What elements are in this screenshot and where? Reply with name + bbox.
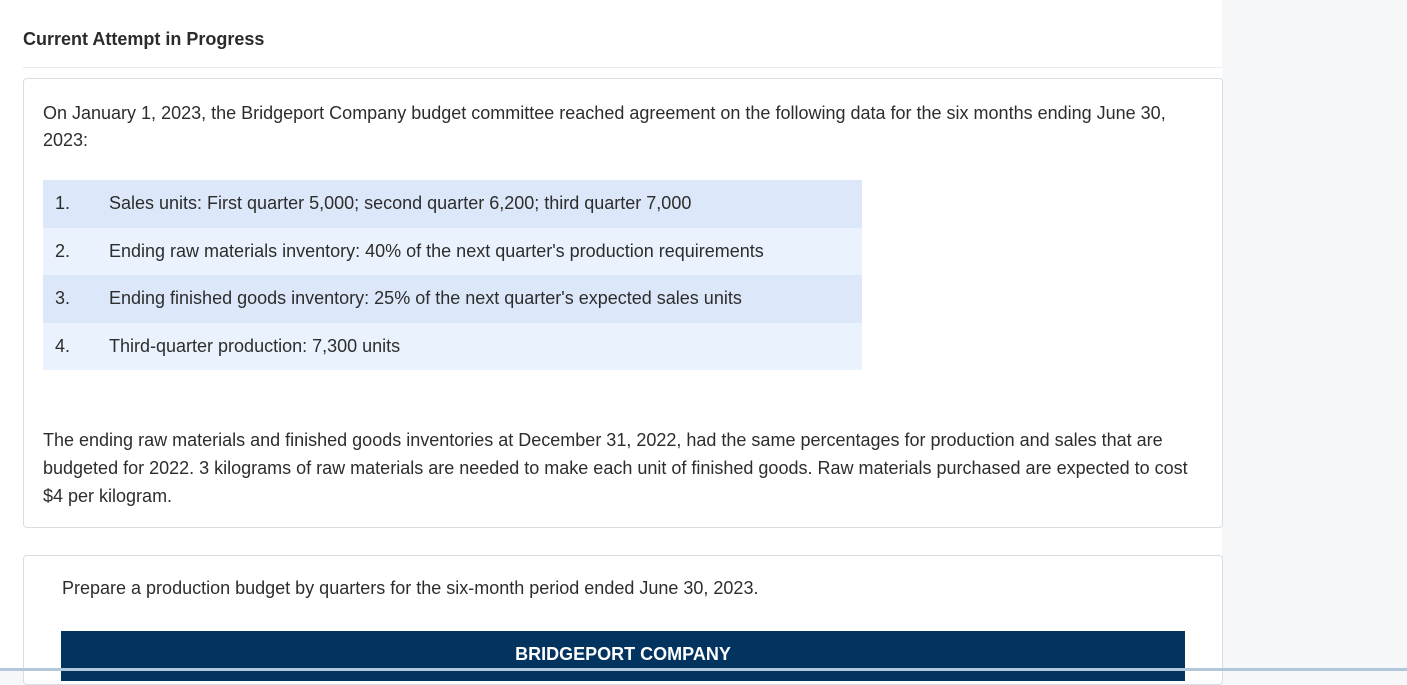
- question-card: On January 1, 2023, the Bridgeport Compa…: [23, 78, 1223, 528]
- question-intro: On January 1, 2023, the Bridgeport Compa…: [43, 103, 1166, 150]
- list-item-text: Ending raw materials inventory: 40% of t…: [109, 240, 764, 261]
- list-item-number: 3.: [55, 288, 71, 309]
- heading-divider: [23, 67, 1222, 68]
- list-item-number: 4.: [55, 335, 71, 356]
- question-closing-text: The ending raw materials and finished go…: [43, 430, 1188, 506]
- task-card: Prepare a production budget by quarters …: [23, 555, 1223, 685]
- page-content: Current Attempt in Progress On January 1…: [23, 29, 1223, 685]
- list-item: 2. Ending raw materials inventory: 40% o…: [43, 227, 862, 275]
- list-item: 1. Sales units: First quarter 5,000; sec…: [43, 180, 862, 228]
- list-item: 3. Ending finished goods inventory: 25% …: [43, 275, 862, 323]
- list-item: 4. Third-quarter production: 7,300 units: [43, 322, 862, 370]
- list-item-text: Ending finished goods inventory: 25% of …: [109, 288, 742, 309]
- attempt-status-heading: Current Attempt in Progress: [23, 29, 265, 49]
- company-name-banner: BRIDGEPORT COMPANY: [61, 631, 1185, 681]
- list-item-number: 1.: [55, 193, 71, 214]
- list-item-text: Sales units: First quarter 5,000; second…: [109, 193, 692, 214]
- list-item-text: Third-quarter production: 7,300 units: [109, 335, 401, 356]
- viewport-bottom-border: [0, 668, 1407, 671]
- list-item-number: 2.: [55, 240, 71, 261]
- budget-data-list: 1. Sales units: First quarter 5,000; sec…: [43, 180, 862, 370]
- task-instruction: Prepare a production budget by quarters …: [62, 578, 759, 598]
